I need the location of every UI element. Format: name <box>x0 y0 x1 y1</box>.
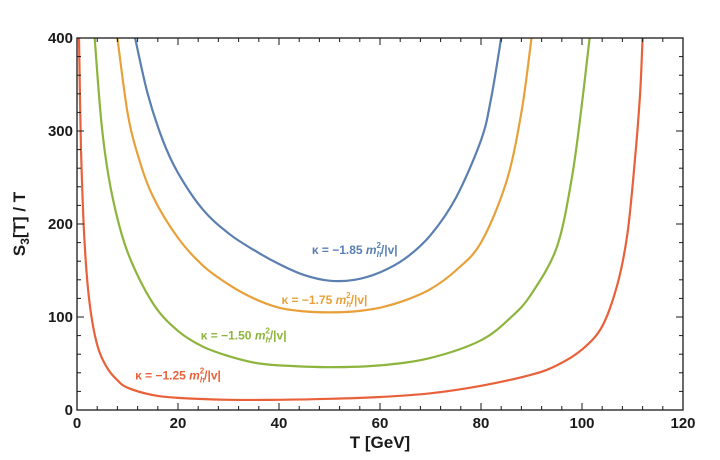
y-tick-label: 300 <box>48 123 73 140</box>
x-tick-label: 120 <box>670 415 695 432</box>
y-tick-label: 200 <box>48 216 73 233</box>
y-axis-title-main: S <box>10 245 29 256</box>
y-axis-title: S3[T] / T <box>10 191 32 256</box>
series-line-3 <box>93 38 591 369</box>
axis-ticks: 0 20 40 60 80 100 120 0 100 200 300 400 <box>48 30 696 432</box>
y-axis-title-sub: 3 <box>18 238 32 245</box>
x-tick-label: 0 <box>73 415 81 432</box>
series-layer <box>77 38 644 402</box>
series-label-3: κ = −1.50 mh2/|v| <box>201 326 287 344</box>
x-tick-label: 100 <box>569 415 594 432</box>
series-line-4 <box>77 38 644 402</box>
y-tick-label: 0 <box>65 402 73 419</box>
x-tick-label: 20 <box>170 415 187 432</box>
series-label-2: κ = −1.75 mh2/|v| <box>282 291 368 309</box>
y-tick-label: 100 <box>48 309 73 326</box>
series-label-4: κ = −1.25 mh2/|v| <box>135 366 221 384</box>
y-tick-label: 400 <box>48 30 73 47</box>
x-axis-title: T [GeV] <box>350 433 410 452</box>
series-line-1 <box>134 38 503 283</box>
x-tick-label: 40 <box>271 415 288 432</box>
x-tick-label: 80 <box>473 415 490 432</box>
x-tick-label: 60 <box>372 415 389 432</box>
series-line-2 <box>116 38 533 314</box>
series-labels: κ = −1.85 mh2/|v| κ = −1.75 mh2/|v| κ = −1… <box>135 241 398 385</box>
series-label-1: κ = −1.85 mh2/|v| <box>312 241 398 259</box>
y-axis-title-rest: [T] / T <box>10 191 29 238</box>
